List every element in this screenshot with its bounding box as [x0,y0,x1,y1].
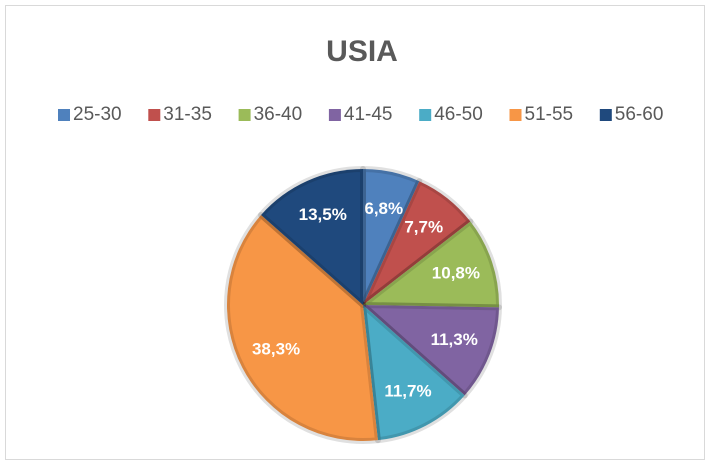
pie-slice [224,211,381,444]
legend-swatch [58,109,70,121]
legend-swatch [599,109,612,121]
data-label: 38,3% [252,340,300,359]
pie-slice [360,218,502,311]
legend-swatch [328,109,341,121]
legend-label: 46-50 [434,104,483,125]
legend-label: 56-60 [615,104,664,125]
pie-slice [360,166,423,308]
data-label: 11,3% [431,330,478,349]
data-label: 7,7% [404,218,443,237]
legend-label: 41-45 [344,104,393,125]
legend-label: 31-35 [163,104,212,125]
legend-swatch [509,109,522,121]
legend-label: 51-55 [525,104,574,125]
data-label: 13,5% [299,205,347,224]
legend-swatch [419,109,432,121]
legend-label: 25-30 [73,104,122,125]
legend-swatch [148,109,161,121]
pie-slice [360,178,474,308]
data-label: 10,8% [432,264,480,283]
pie-slice [360,302,502,399]
legend-swatch [238,109,251,121]
pie-slice [258,166,366,308]
chart-title: USIA [326,35,398,68]
legend-label: 36-40 [254,104,303,125]
data-label: 6,8% [364,199,403,218]
data-label: 11,7% [384,381,431,400]
pie-slice [360,302,468,444]
